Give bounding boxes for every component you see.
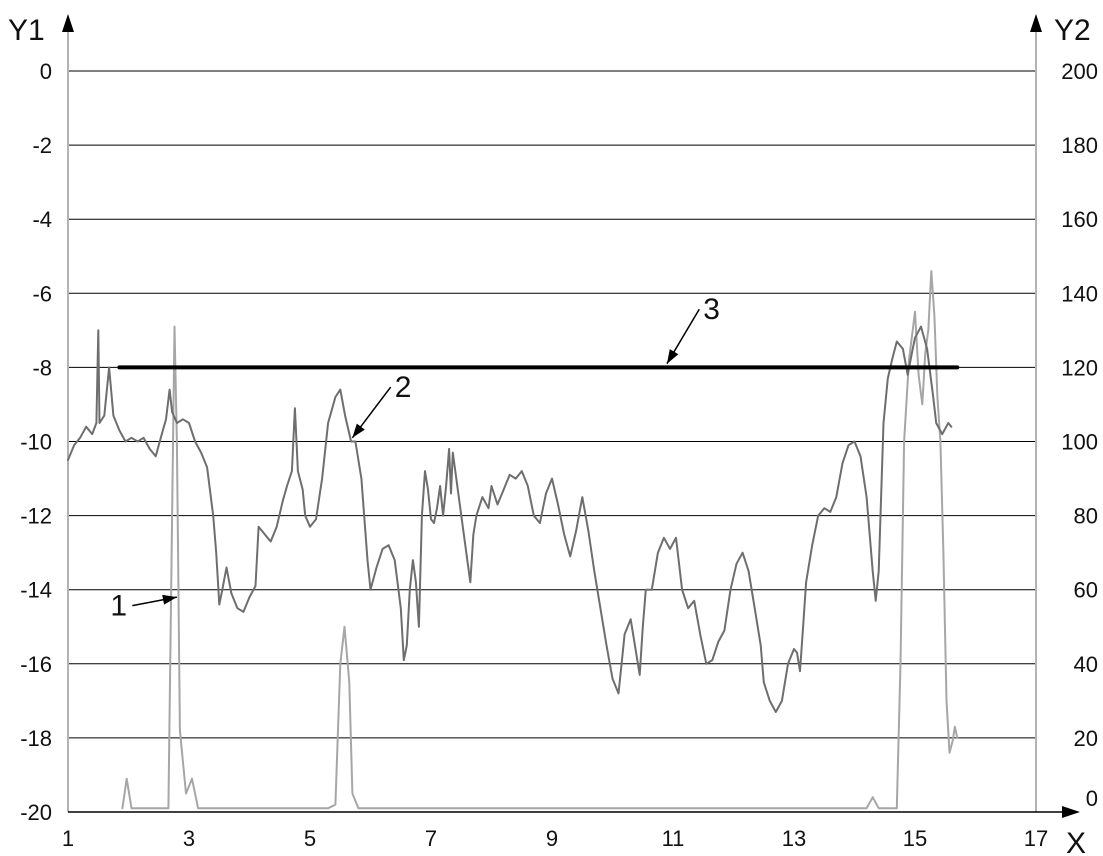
series-1-line (121, 270, 959, 810)
y1-tick-label: -20 (20, 800, 52, 825)
annotation-2-arrowhead-icon (352, 423, 365, 438)
y2-tick-label: 20 (1074, 726, 1098, 751)
y2-tick-label: 180 (1061, 133, 1098, 158)
y2-tick-label: 60 (1074, 578, 1098, 603)
x-tick-label: 13 (782, 826, 806, 851)
y2-tick-label: 40 (1074, 652, 1098, 677)
y1-tick-label: -12 (20, 504, 52, 529)
x-axis-title: X (1066, 827, 1086, 856)
y1-tick-label: -2 (32, 133, 52, 158)
gridlines (68, 70, 1036, 739)
x-tick-label: 1 (62, 826, 74, 851)
plot-area (67, 270, 960, 810)
y2-tick-label: 200 (1061, 59, 1098, 84)
y2-tick-label: 140 (1061, 281, 1098, 306)
y2-tick-label: 100 (1061, 430, 1098, 455)
y1-tick-label: -14 (20, 578, 52, 603)
x-axis-arrow-icon (1062, 806, 1080, 818)
annotation-2-label: 2 (395, 371, 412, 404)
series-2-line (67, 325, 953, 713)
annotation-3-arrowhead-icon (666, 349, 679, 364)
y1-tick-label: 0 (40, 59, 52, 84)
y2-tick-label: 80 (1074, 504, 1098, 529)
x-tick-label: 9 (546, 826, 558, 851)
x-tick-label: 17 (1024, 826, 1048, 851)
y1-axis-title: Y1 (8, 14, 45, 47)
y1-tick-label: -16 (20, 652, 52, 677)
y1-tick-label: -8 (32, 355, 52, 380)
y2-axis-arrow-icon (1030, 14, 1042, 32)
y1-tick-label: -10 (20, 430, 52, 455)
x-tick-label: 5 (304, 826, 316, 851)
x-tick-label: 7 (425, 826, 437, 851)
annotation-1-label: 1 (110, 590, 127, 623)
annotation-1-arrowhead-icon (162, 594, 177, 605)
x-tick-label: 11 (662, 826, 685, 851)
y1-tick-label: -4 (32, 207, 52, 232)
y2-tick-label: 160 (1061, 207, 1098, 232)
annotation-3-label: 3 (703, 293, 720, 326)
tick-labels: 0-2-4-6-8-10-12-14-16-18-202001801601401… (20, 59, 1098, 851)
y2-tick-label: 0 (1086, 786, 1098, 811)
y2-axis-title: Y2 (1054, 14, 1091, 47)
axes: Y1 Y2 X (8, 14, 1091, 856)
y1-tick-label: -6 (32, 281, 52, 306)
y1-tick-label: -18 (20, 726, 52, 751)
annotations: 1 2 3 (110, 293, 720, 622)
x-tick-label: 3 (183, 826, 195, 851)
y2-tick-label: 120 (1061, 355, 1098, 380)
y1-axis-arrow-icon (62, 14, 74, 32)
x-tick-label: 15 (903, 826, 927, 851)
